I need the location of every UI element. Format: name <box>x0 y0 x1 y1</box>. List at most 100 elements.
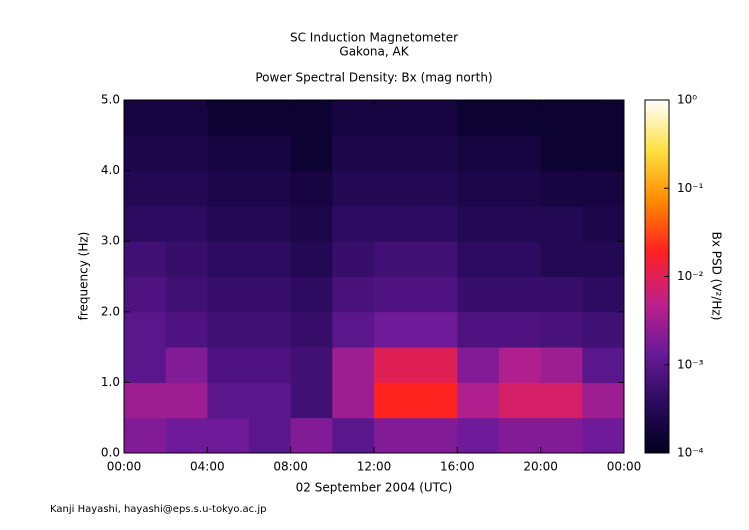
cell <box>457 170 500 207</box>
cell <box>540 100 583 136</box>
y-tick-label: 2.0 <box>101 304 120 318</box>
cell <box>582 135 625 172</box>
cell <box>415 276 458 313</box>
cell <box>499 170 542 207</box>
cell <box>290 347 333 383</box>
y-tick-label: 1.0 <box>101 375 120 389</box>
cell <box>457 417 500 454</box>
cell <box>374 276 417 313</box>
cell <box>415 241 458 277</box>
cell <box>249 205 292 242</box>
cell <box>457 100 500 136</box>
cell <box>499 241 542 277</box>
cell <box>249 382 292 419</box>
cell <box>207 241 250 277</box>
cell <box>457 347 500 383</box>
y-tick-label: 3.0 <box>101 234 120 248</box>
cell <box>457 135 500 172</box>
cell <box>499 100 542 136</box>
cell <box>415 311 458 348</box>
chart-subtitle: Gakona, AK <box>339 45 409 59</box>
cell <box>165 170 208 207</box>
cell <box>207 382 250 419</box>
colorbar-tick-label: 10⁻³ <box>677 357 704 371</box>
cell <box>290 311 333 348</box>
x-axis-label: 02 September 2004 (UTC) <box>296 481 453 495</box>
cell <box>540 135 583 172</box>
y-axis-label: frequency (Hz) <box>77 232 91 321</box>
colorbar-label: Bx PSD (V²/Hz) <box>710 232 724 321</box>
cell <box>457 241 500 277</box>
cell <box>207 135 250 172</box>
cell <box>165 347 208 383</box>
cell <box>457 382 500 419</box>
cell <box>207 100 250 136</box>
cell <box>499 276 542 313</box>
cell <box>540 382 583 419</box>
cell <box>165 205 208 242</box>
cell <box>207 417 250 454</box>
colorbar-tick-label: 10⁻² <box>677 269 704 283</box>
cell <box>582 276 625 313</box>
cell <box>457 205 500 242</box>
cell <box>374 100 417 136</box>
cell <box>249 170 292 207</box>
cell <box>165 276 208 313</box>
cell <box>332 276 375 313</box>
cell <box>499 135 542 172</box>
cell <box>332 347 375 383</box>
cell <box>332 100 375 136</box>
cell <box>165 382 208 419</box>
cell <box>207 347 250 383</box>
cell <box>124 276 167 313</box>
cell <box>290 100 333 136</box>
cell <box>249 311 292 348</box>
y-tick-label: 0.0 <box>101 446 120 460</box>
cell <box>582 170 625 207</box>
cell <box>249 417 292 454</box>
cell <box>207 205 250 242</box>
cell <box>582 382 625 419</box>
x-tick-label: 20:00 <box>523 460 558 474</box>
cell <box>124 347 167 383</box>
cell <box>165 241 208 277</box>
cell <box>540 347 583 383</box>
chart-title: SC Induction Magnetometer <box>290 31 458 45</box>
cell <box>124 170 167 207</box>
footer: Kanji Hayashi, hayashi@eps.s.u-tokyo.ac.… <box>50 504 266 515</box>
cell <box>165 135 208 172</box>
cell <box>415 417 458 454</box>
cell <box>332 205 375 242</box>
cell <box>540 241 583 277</box>
cell <box>332 417 375 454</box>
cell <box>249 135 292 172</box>
cell <box>374 170 417 207</box>
cell <box>165 311 208 348</box>
cell <box>290 382 333 419</box>
cell <box>124 382 167 419</box>
cell <box>249 276 292 313</box>
cell <box>290 276 333 313</box>
cell <box>374 382 417 419</box>
cell <box>582 347 625 383</box>
cell <box>124 311 167 348</box>
cell <box>124 417 167 454</box>
cell <box>374 135 417 172</box>
cell <box>457 276 500 313</box>
y-tick-label: 4.0 <box>101 163 120 177</box>
x-tick-label: 00:00 <box>607 460 642 474</box>
cell <box>415 135 458 172</box>
cell <box>124 205 167 242</box>
cell <box>207 170 250 207</box>
cell <box>207 276 250 313</box>
cell <box>290 417 333 454</box>
plot-title: Power Spectral Density: Bx (mag north) <box>255 71 492 85</box>
cell <box>165 417 208 454</box>
cell <box>124 241 167 277</box>
y-tick-label: 5.0 <box>101 93 120 107</box>
cell <box>165 100 208 136</box>
cell <box>415 347 458 383</box>
cell <box>332 135 375 172</box>
x-tick-label: 16:00 <box>440 460 475 474</box>
cell <box>124 100 167 136</box>
